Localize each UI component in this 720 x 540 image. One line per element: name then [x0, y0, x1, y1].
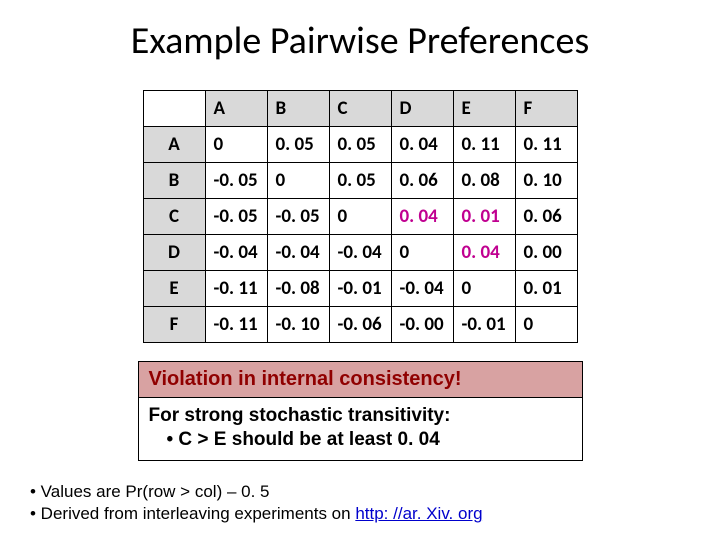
- col-header: C: [329, 91, 391, 127]
- pairwise-table: A B C D E F A 0 0. 05 0. 05 0. 04 0. 11 …: [143, 90, 578, 343]
- cell: -0. 04: [267, 235, 329, 271]
- cell: -0. 10: [267, 307, 329, 343]
- col-header: F: [515, 91, 577, 127]
- cell-highlight: 0. 04: [453, 235, 515, 271]
- row-header: F: [143, 307, 205, 343]
- note-line2: • Derived from interleaving experiments …: [30, 503, 720, 526]
- row-header: D: [143, 235, 205, 271]
- page-title: Example Pairwise Preferences: [0, 0, 720, 82]
- footer-notes: • Values are Pr(row > col) – 0. 5 • Deri…: [0, 481, 720, 527]
- cell: 0. 01: [515, 271, 577, 307]
- cell: 0: [391, 235, 453, 271]
- cell: -0. 05: [205, 163, 267, 199]
- row-header: B: [143, 163, 205, 199]
- col-header: B: [267, 91, 329, 127]
- cell: -0. 01: [329, 271, 391, 307]
- cell: -0. 11: [205, 271, 267, 307]
- cell: 0: [515, 307, 577, 343]
- violation-line2: • C > E should be at least 0. 04: [149, 428, 572, 452]
- cell: 0: [267, 163, 329, 199]
- cell: 0. 11: [515, 127, 577, 163]
- cell: -0. 05: [205, 199, 267, 235]
- cell: 0. 00: [515, 235, 577, 271]
- cell: -0. 08: [267, 271, 329, 307]
- cell: 0. 05: [267, 127, 329, 163]
- note-line1: • Values are Pr(row > col) – 0. 5: [30, 481, 720, 504]
- cell: -0. 06: [329, 307, 391, 343]
- cell: 0. 06: [391, 163, 453, 199]
- cell: -0. 04: [205, 235, 267, 271]
- cell: -0. 05: [267, 199, 329, 235]
- cell: -0. 11: [205, 307, 267, 343]
- col-header: E: [453, 91, 515, 127]
- cell: 0: [329, 199, 391, 235]
- cell: -0. 04: [391, 271, 453, 307]
- cell: 0: [453, 271, 515, 307]
- row-header: E: [143, 271, 205, 307]
- violation-line1: For strong stochastic transitivity:: [149, 404, 572, 428]
- cell: 0. 05: [329, 127, 391, 163]
- row-header: C: [143, 199, 205, 235]
- violation-box: Violation in internal consistency! For s…: [138, 361, 583, 461]
- cell: 0. 04: [391, 127, 453, 163]
- cell: 0. 06: [515, 199, 577, 235]
- col-header: D: [391, 91, 453, 127]
- cell: -0. 04: [329, 235, 391, 271]
- cell-highlight: 0. 04: [391, 199, 453, 235]
- cell: 0: [205, 127, 267, 163]
- table-corner: [143, 91, 205, 127]
- table-container: A B C D E F A 0 0. 05 0. 05 0. 04 0. 11 …: [0, 90, 720, 343]
- cell-highlight: 0. 01: [453, 199, 515, 235]
- cell: 0. 11: [453, 127, 515, 163]
- arxiv-link[interactable]: http: //ar. Xiv. org: [355, 504, 482, 523]
- cell: -0. 01: [453, 307, 515, 343]
- col-header: A: [205, 91, 267, 127]
- violation-body: For strong stochastic transitivity: • C …: [139, 398, 582, 460]
- cell: -0. 00: [391, 307, 453, 343]
- cell: 0. 05: [329, 163, 391, 199]
- cell: 0. 08: [453, 163, 515, 199]
- note-line2-text: • Derived from interleaving experiments …: [30, 504, 355, 523]
- row-header: A: [143, 127, 205, 163]
- violation-heading: Violation in internal consistency!: [139, 362, 582, 398]
- cell: 0. 10: [515, 163, 577, 199]
